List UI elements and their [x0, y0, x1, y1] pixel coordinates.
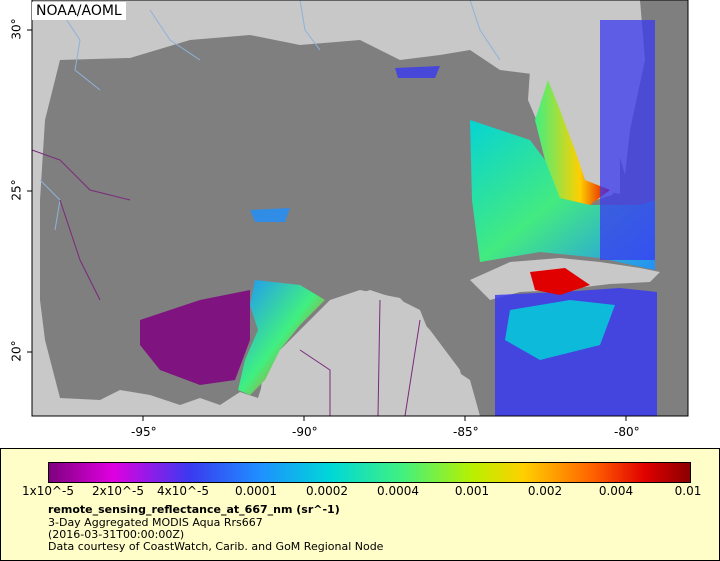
colorbar-label: 2x10^-5: [91, 484, 145, 498]
x-axis-ticks: [142, 416, 627, 421]
y-tick-label: 25°: [9, 179, 24, 201]
colorbar-label: 0.01: [674, 484, 702, 498]
political-borders: [31, 149, 421, 417]
y-axis-ticks: [27, 29, 32, 353]
variable-name: remote_sensing_reflectance_at_667_nm (sr…: [48, 503, 340, 516]
x-tick-label: -95°: [131, 425, 157, 439]
x-tick-label: -85°: [453, 425, 479, 439]
colorbar: [48, 462, 691, 483]
west-gulf-purple-swath: [140, 290, 250, 385]
map-border: [31, 0, 689, 417]
campeche-data-swath: [238, 280, 325, 395]
atlantic-data-swath: [600, 20, 655, 260]
caribbean-cyan-patch: [505, 300, 615, 360]
rivers: [39, 0, 501, 231]
colorbar-label: 0.001: [454, 484, 490, 498]
florida-peninsula: [520, 20, 625, 202]
colorbar-label: 0.0001: [235, 484, 277, 498]
y-tick-label: 20°: [9, 340, 24, 362]
y-tick-label: 30°: [9, 18, 24, 40]
colorbar-label: 4x10^-5: [156, 484, 210, 498]
colorbar-label: 0.004: [598, 484, 634, 498]
map-frame: NOAA/AOML -95° -90° -85° -80° 30° 25° 20…: [9, 0, 689, 439]
north-gulf-blue-patch: [250, 208, 290, 222]
yucatan-peninsula: [258, 290, 470, 416]
dataset-time: (2016-03-31T00:00:00Z): [48, 528, 185, 541]
map-canvas: [27, 0, 689, 421]
x-tick-label: -90°: [292, 425, 318, 439]
data-credit: Data courtesy of CoastWatch, Carib. and …: [48, 540, 384, 553]
northeast-gulf-patch: [395, 66, 440, 78]
florida-coastal-plume: [535, 80, 610, 205]
colorbar-label: 0.0002: [306, 484, 348, 498]
cuba-coastal-plume: [530, 268, 590, 295]
x-tick-label: -80°: [614, 425, 640, 439]
colorbar-label: 1x10^-5: [21, 484, 75, 498]
colorbar-label: 0.002: [527, 484, 563, 498]
dataset-description: 3-Day Aggregated MODIS Aqua Rrs667: [48, 516, 263, 529]
colorbar-label: 0.0004: [377, 484, 419, 498]
attribution-label: NOAA/AOML: [32, 2, 126, 20]
